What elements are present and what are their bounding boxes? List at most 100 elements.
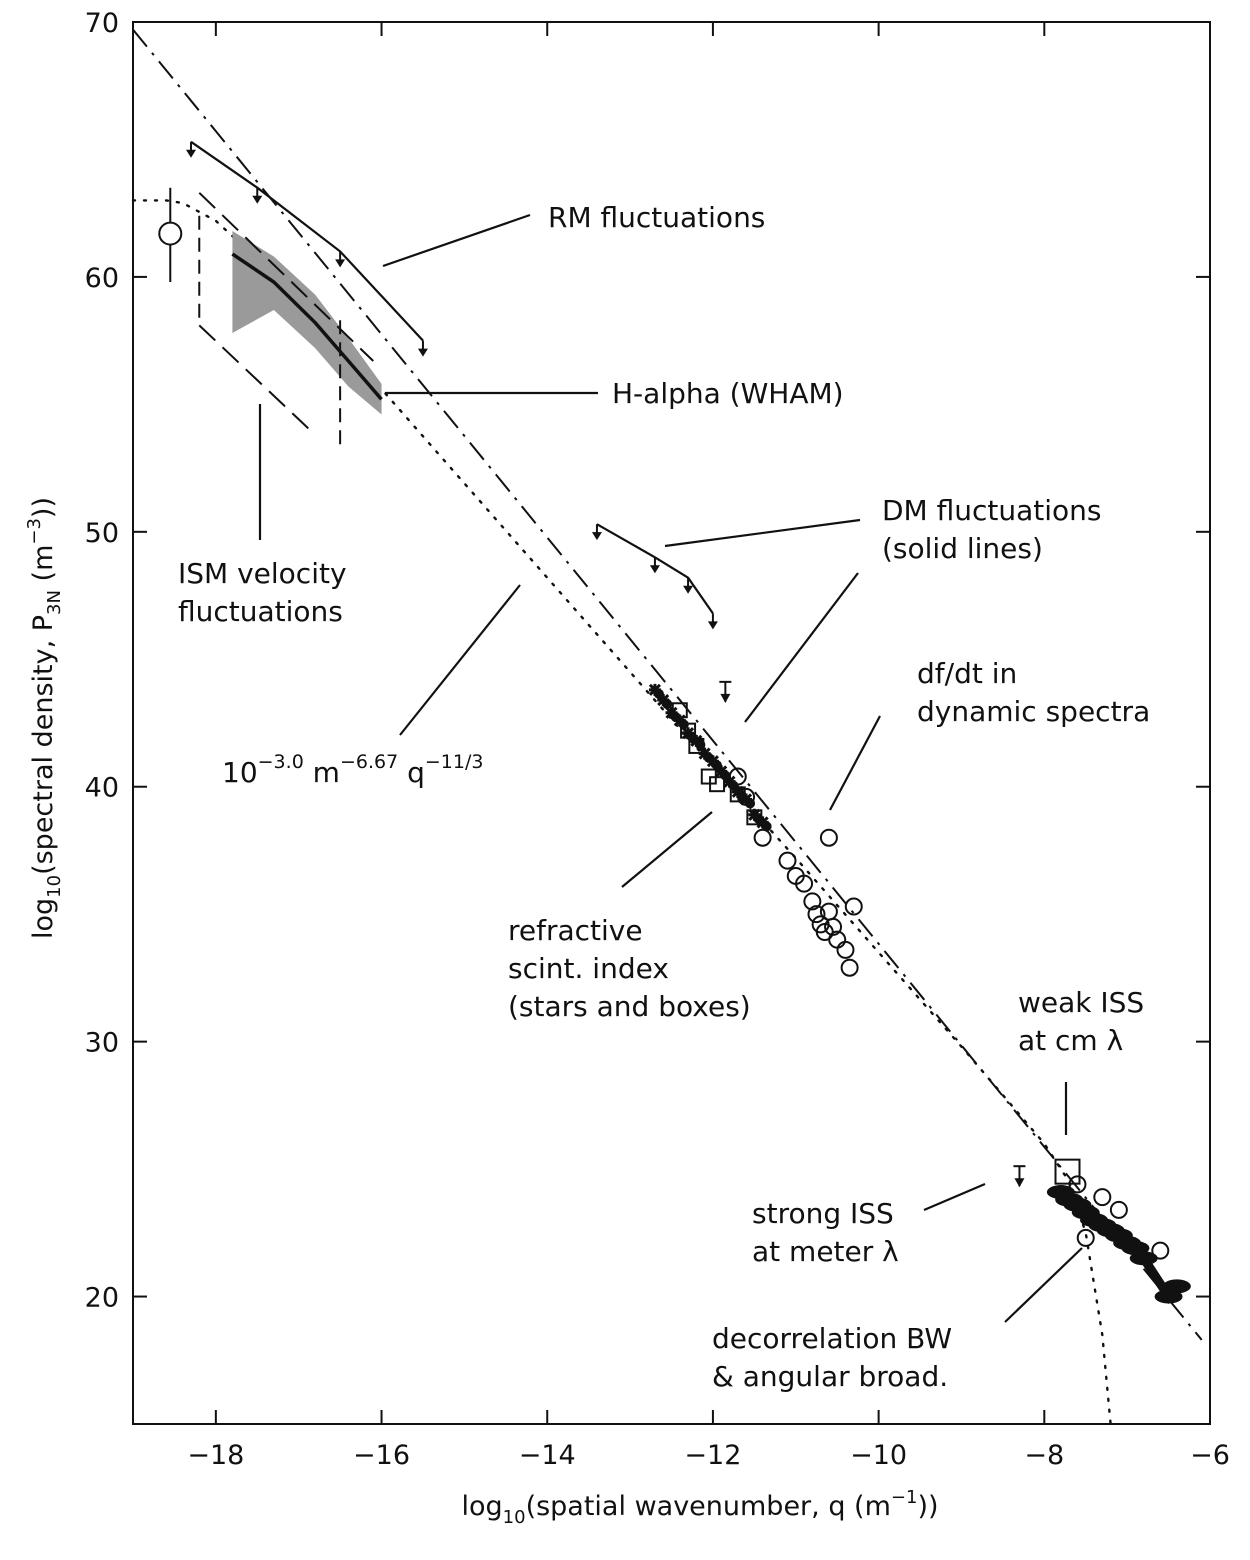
- annotation-label: ISM velocity fluctuations: [178, 557, 347, 628]
- y-tick-label: 50: [85, 518, 119, 549]
- x-tick-label: −10: [850, 1440, 907, 1471]
- circle-marker: [1093, 1188, 1112, 1207]
- series-layer: [131, 28, 1203, 1426]
- annotation-line: & angular broad.: [712, 1360, 948, 1393]
- annotation-line: weak ISS: [1018, 986, 1144, 1019]
- annotation-line: RM fluctuations: [548, 201, 765, 234]
- upper-limit-arrowhead: [335, 259, 346, 268]
- circle-marker: [824, 917, 843, 936]
- fit-formula-label: 10−3.0 m−6.67 q−11/3: [222, 751, 483, 789]
- star-marker: [706, 755, 719, 768]
- upper-limit-arrowhead: [683, 585, 694, 594]
- limit-arrowhead: [1014, 1178, 1025, 1188]
- annotation-line: ISM velocity: [178, 557, 347, 590]
- x-axis-title: log10(spatial wavenumber, q (m−1)): [461, 1487, 938, 1528]
- y-tick-label: 70: [85, 8, 119, 39]
- marker-layer: [158, 141, 1191, 1305]
- y-tick-label: 30: [85, 1028, 119, 1059]
- star-marker: [756, 816, 769, 829]
- series-line-solid: [190, 140, 424, 342]
- circle-marker: [1068, 1175, 1087, 1194]
- circle-marker: [778, 851, 797, 870]
- strong-iss-cluster: [1056, 1187, 1182, 1305]
- star-marker: [698, 747, 711, 760]
- box-marker: [746, 809, 763, 826]
- circle-marker: [737, 787, 756, 806]
- box-marker: [709, 776, 726, 793]
- upper-limit-arrowhead: [252, 195, 263, 204]
- upper-limit-arrowhead: [185, 149, 196, 158]
- y-tick-label: 60: [85, 263, 119, 294]
- annotation-line: fluctuations: [178, 595, 343, 628]
- weak-iss-square: [1054, 1158, 1081, 1185]
- annotation-label: weak ISS at cm λ: [1018, 986, 1144, 1057]
- x-tick-label: −12: [684, 1440, 741, 1471]
- annotation-leader: [923, 1182, 986, 1212]
- upper-limit-arrowhead: [417, 348, 428, 357]
- circle-marker: [836, 940, 855, 959]
- annotation-leader: [664, 518, 861, 548]
- x-tick-label: −18: [187, 1440, 244, 1471]
- series-dashed-velocity-lower: [198, 324, 316, 436]
- annotation-leader: [829, 715, 881, 811]
- box-marker: [729, 786, 746, 803]
- annotation-label: H-alpha (WHAM): [612, 377, 844, 410]
- circle-marker: [819, 828, 838, 847]
- series-line-solid: [596, 523, 714, 615]
- y-tick-label: 20: [85, 1283, 119, 1314]
- circle-marker: [795, 874, 814, 893]
- circle-marker: [1151, 1241, 1170, 1260]
- open-circle-marker: [158, 221, 183, 246]
- formula-leader: [399, 584, 521, 736]
- annotation-leader: [621, 811, 713, 888]
- annotation-line: dynamic spectra: [917, 695, 1150, 728]
- y-axis-title: log10(spectral density, P3N (m−3)): [24, 497, 65, 939]
- axis-ticks: −18 −16 −14 −12 −10 −8 −6 20 30 40 50 60 70: [85, 8, 1230, 1471]
- circle-marker: [1109, 1200, 1128, 1219]
- annotation-line: H-alpha (WHAM): [612, 377, 844, 410]
- x-tick-label: −8: [1024, 1440, 1064, 1471]
- annotation-leaders: [258, 213, 1083, 1323]
- annotation-line: strong ISS: [752, 1197, 894, 1230]
- upper-limit-arrowhead: [591, 532, 602, 541]
- circle-marker: [807, 905, 826, 924]
- annotation-label: strong ISS at meter λ: [752, 1197, 899, 1268]
- annotation-label: RM fluctuations: [548, 201, 765, 234]
- series-line-halpha: [231, 252, 383, 401]
- circle-marker: [840, 958, 859, 977]
- annotation-leader: [1004, 1247, 1083, 1323]
- x-tick-label: −16: [353, 1440, 410, 1471]
- filled-marker: [662, 699, 673, 710]
- box-marker: [671, 702, 688, 719]
- annotation-label: DM fluctuations (solid lines): [882, 494, 1102, 565]
- annotation-line: refractive: [508, 914, 643, 947]
- circle-marker: [728, 767, 747, 786]
- annotation-line: at meter λ: [752, 1235, 899, 1268]
- series-band-halpha: [232, 231, 382, 415]
- annotation-label: refractive scint. index (stars and boxes): [508, 914, 751, 1023]
- star-marker: [715, 765, 728, 778]
- star-marker: [682, 727, 695, 740]
- star-marker: [731, 785, 744, 798]
- upper-limit-arrowhead: [649, 565, 660, 574]
- annotation-line: (solid lines): [882, 532, 1043, 565]
- circle-marker: [803, 892, 822, 911]
- annotation-line: (stars and boxes): [508, 990, 751, 1023]
- star-marker: [740, 793, 753, 806]
- text-layer: RM fluctuations H-alpha (WHAM) ISM velocit…: [178, 201, 1150, 1393]
- dm-leader-2: [744, 572, 859, 723]
- annotation-line: df/dt in: [917, 657, 1017, 690]
- limit-arrowhead: [720, 693, 731, 703]
- plot-frame: [132, 21, 1211, 1425]
- star-marker: [723, 775, 736, 788]
- annotation-label: decorrelation BW & angular broad.: [712, 1322, 952, 1393]
- x-tick-label: −14: [519, 1440, 576, 1471]
- y-tick-label: 40: [85, 773, 119, 804]
- star-marker: [748, 808, 761, 821]
- series-dashed-velocity-upper: [198, 192, 374, 362]
- annotation-label: df/dt in dynamic spectra: [917, 657, 1150, 728]
- annotation-leader: [382, 213, 531, 268]
- circle-marker: [1076, 1228, 1095, 1247]
- box-marker: [680, 722, 697, 739]
